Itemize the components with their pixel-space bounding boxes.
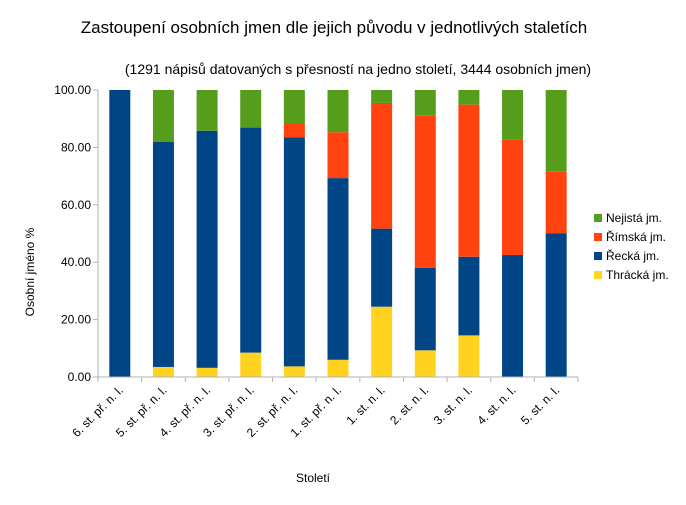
bar-segment <box>283 366 305 377</box>
bar-segment <box>414 115 436 268</box>
bar-segment <box>196 130 218 368</box>
bar-segment <box>109 90 131 377</box>
x-tick-label: 3. st. n. l. <box>431 383 475 427</box>
x-tick-label: 5. st. n. l. <box>518 383 562 427</box>
bar-segment <box>414 267 436 351</box>
bar-segment <box>502 255 524 377</box>
bar-segment <box>458 335 480 377</box>
legend-label: Řecká jm. <box>606 248 659 263</box>
y-axis-title: Osobní jméno % <box>23 227 37 316</box>
bar-segment <box>371 90 393 103</box>
y-tick-label: 20.00 <box>61 313 91 327</box>
x-axis-title: Století <box>296 471 331 485</box>
y-tick-label: 80.00 <box>61 140 91 154</box>
x-tick-label: 4. st. n. l. <box>474 383 518 427</box>
y-tick-label: 60.00 <box>61 198 91 212</box>
bar-segment <box>327 90 349 133</box>
legend-label: Římská jm. <box>606 229 666 244</box>
legend-swatch <box>594 252 602 260</box>
bar-segment <box>371 228 393 307</box>
bar-segment <box>327 132 349 179</box>
bar-segment <box>327 359 349 377</box>
chart-title: Zastoupení osobních jmen dle jejich půvo… <box>80 18 588 37</box>
legend-label: Nejistá jm. <box>606 211 662 225</box>
bar-segment <box>414 90 436 116</box>
y-tick-label: 100.00 <box>54 83 91 97</box>
y-tick-label: 40.00 <box>61 255 91 269</box>
x-tick-label: 2. st. n. l. <box>387 383 431 427</box>
bar-segment <box>196 90 218 131</box>
bar-segment <box>414 350 436 377</box>
bar-segment <box>152 366 174 377</box>
legend-label: Thrácká jm. <box>606 268 669 282</box>
bar-segment <box>283 90 305 124</box>
bar-segment <box>458 104 480 257</box>
bar-segment <box>502 90 524 140</box>
y-tick-label: 0.00 <box>68 370 92 384</box>
bar-segment <box>502 139 524 256</box>
chart-subtitle: (1291 nápisů datovaných s přesností na j… <box>124 61 592 77</box>
x-tick-label: 1. st. n. l. <box>343 383 387 427</box>
bar-segment <box>545 233 567 377</box>
bar-segment <box>240 127 262 353</box>
bar-segment <box>283 137 305 367</box>
bar-segment <box>240 90 262 128</box>
bar-segment <box>152 141 174 367</box>
bar-segment <box>196 367 218 377</box>
legend-swatch <box>594 233 602 241</box>
legend-swatch <box>594 214 602 222</box>
bar-segment <box>545 90 567 172</box>
bar-segment <box>327 178 349 360</box>
bar-segment <box>458 256 480 336</box>
bar-segment <box>458 90 480 105</box>
bar-segment <box>240 352 262 377</box>
bar-segment <box>283 123 305 138</box>
bar-segment <box>545 171 567 234</box>
bar-segment <box>371 306 393 377</box>
bar-segment <box>152 90 174 142</box>
bar-segment <box>371 102 393 229</box>
legend-swatch <box>594 271 602 279</box>
